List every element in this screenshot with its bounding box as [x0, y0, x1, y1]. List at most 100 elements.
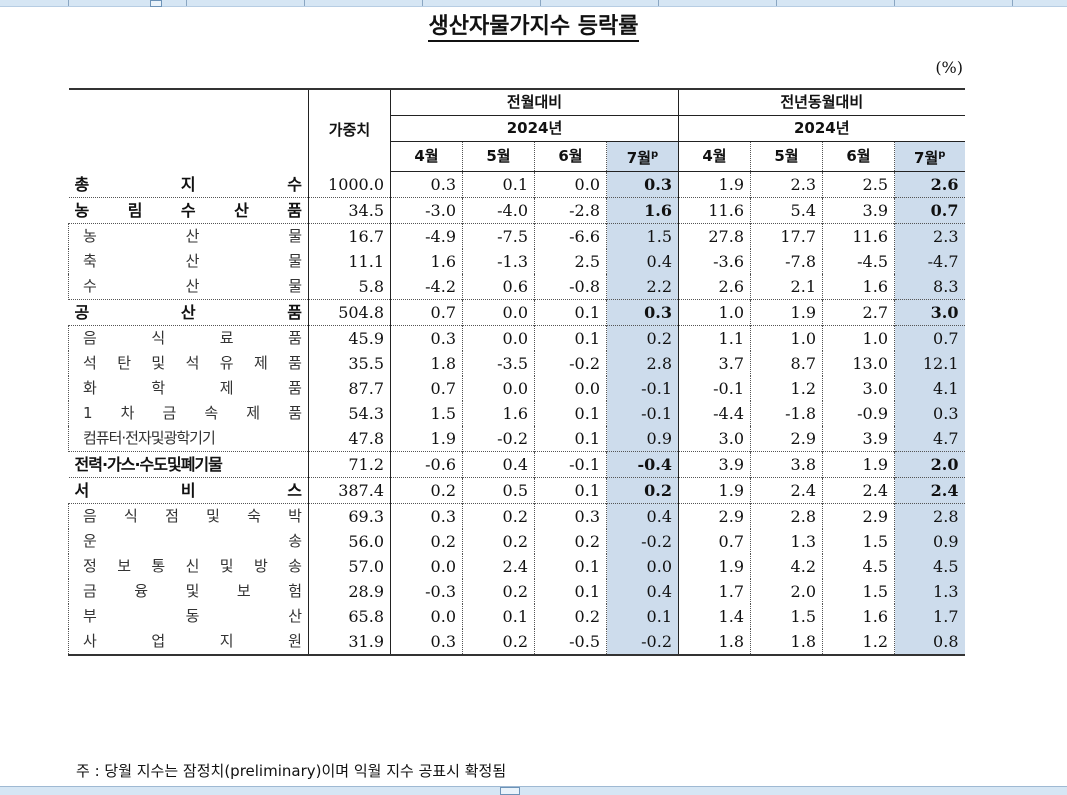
table-row: 음 식 점 및 숙 박 69.3 0.3 0.2 0.3 0.4 2.9 2.8 2.9 2.8: [68, 503, 965, 529]
weight-cell: 34.5: [308, 197, 391, 224]
header-blank: [68, 88, 309, 172]
row-label-char: 림: [127, 201, 143, 220]
yoy-cell-month-7: 0.7: [894, 325, 965, 351]
mom-cell-month-7: -0.1: [606, 401, 679, 426]
ppi-table: 가중치 전월대비 전년동월대비 2024년 2024년 4월 5월 6월 7월p 4월 5…: [68, 88, 965, 656]
yoy-cell-month-4: 3.9: [678, 451, 751, 478]
row-label-char: 보: [117, 557, 131, 575]
weight-cell: 35.5: [308, 351, 391, 376]
header-month-yoy-4: 4월: [678, 141, 751, 172]
month-label: 5월: [486, 147, 511, 165]
row-label-char: 산: [185, 252, 200, 270]
row-label-char: 제: [253, 354, 268, 372]
yoy-cell-month-5: 17.7: [750, 223, 823, 249]
row-label-char: 송: [288, 557, 302, 575]
yoy-cell-month-4: 2.9: [678, 503, 751, 529]
header-year-yoy: 2024년: [678, 115, 965, 142]
row-label-char: 스: [287, 481, 302, 500]
weight-cell: 16.7: [308, 223, 391, 249]
yoy-cell-month-6: -4.5: [822, 249, 895, 274]
table-row: 사 업 지 원 31.9 0.3 0.2 -0.5 -0.2 1.8 1.8 1.2 0.8: [68, 629, 965, 656]
ruler-tick: [422, 0, 423, 6]
yoy-cell-month-7: 2.6: [894, 171, 965, 198]
yoy-cell-month-4: 1.0: [678, 299, 751, 326]
row-label-char: 료: [219, 329, 234, 347]
mom-cell-month-7: 2.8: [606, 351, 679, 376]
yoy-cell-month-5: 2.8: [750, 503, 823, 529]
yoy-cell-month-6: 1.5: [822, 579, 895, 604]
mom-cell-month-6: 0.0: [534, 376, 607, 401]
yoy-cell-month-7: 0.7: [894, 197, 965, 224]
yoy-cell-month-5: 2.9: [750, 426, 823, 452]
row-label-char: 산: [185, 277, 200, 295]
row-label-char: 통: [151, 557, 166, 575]
row-label-char: 물: [288, 252, 302, 270]
row-label: 컴퓨터·전자및광학기기: [75, 426, 302, 451]
row-label-char: 품: [288, 379, 302, 397]
ruler-tick: [658, 0, 659, 6]
row-label-char: 수: [83, 277, 97, 295]
yoy-cell-month-6: 11.6: [822, 223, 895, 249]
yoy-cell-month-6: 2.9: [822, 503, 895, 529]
top-ruler: [0, 0, 1067, 7]
mom-cell-month-6: 0.2: [534, 604, 607, 629]
ruler-tick: [68, 0, 69, 6]
ruler-indent-marker[interactable]: [150, 0, 162, 7]
mom-cell-month-4: 0.7: [390, 299, 463, 326]
yoy-cell-month-7: 1.3: [894, 579, 965, 604]
mom-cell-month-6: -0.5: [534, 629, 607, 656]
mom-cell-month-7: 0.2: [606, 325, 679, 351]
row-label-char: 및: [206, 507, 220, 525]
weight-cell: 47.8: [308, 426, 391, 452]
table-row: 정 보 통 신 및 방 송 57.0 0.0 2.4 0.1 0.0 1.9 4.2 4.5 4.5: [68, 554, 965, 579]
yoy-cell-month-5: 3.8: [750, 451, 823, 478]
row-label-char: 수: [287, 174, 302, 194]
weight-cell: 504.8: [308, 299, 391, 326]
mom-cell-month-4: -0.6: [390, 451, 463, 478]
row-label-char: 석: [185, 354, 200, 372]
mom-cell-month-5: 0.2: [462, 529, 535, 554]
mom-cell-month-4: 0.3: [390, 629, 463, 656]
mom-cell-month-4: -4.9: [390, 223, 463, 249]
unit-label: (%): [935, 58, 963, 77]
mom-cell-month-5: 0.5: [462, 477, 535, 504]
weight-cell: 31.9: [308, 629, 391, 656]
mom-cell-month-6: 0.1: [534, 325, 607, 351]
yoy-cell-month-6: 1.6: [822, 604, 895, 629]
yoy-cell-month-7: 4.1: [894, 376, 965, 401]
yoy-cell-month-4: 1.8: [678, 629, 751, 656]
title-text: 생산자물가지수 등락률: [428, 14, 639, 42]
row-label-char: 산: [180, 303, 196, 322]
yoy-cell-month-4: 3.0: [678, 426, 751, 452]
table-row: 음 식 료 품 45.9 0.3 0.0 0.1 0.2 1.1 1.0 1.0 0.7: [68, 325, 965, 351]
mom-cell-month-7: 2.2: [606, 274, 679, 300]
row-label-char: 및: [219, 557, 234, 575]
header-weight: 가중치: [308, 88, 391, 172]
mom-cell-month-4: 0.3: [390, 503, 463, 529]
mom-cell-month-4: 0.0: [390, 604, 463, 629]
row-label-char: 산: [234, 201, 249, 220]
mom-cell-month-4: 1.5: [390, 401, 463, 426]
header-month-yoy-7: 7월p: [894, 141, 965, 172]
month-label: 7월: [626, 149, 652, 167]
mom-cell-month-7: -0.2: [606, 629, 679, 656]
preliminary-mark: p: [651, 149, 659, 160]
row-label-char: 총: [74, 174, 90, 194]
header-year-mom: 2024년: [390, 115, 679, 142]
mom-cell-month-7: -0.1: [606, 376, 679, 401]
yoy-cell-month-7: 0.9: [894, 529, 965, 554]
table-row: 컴퓨터·전자및광학기기 47.8 1.9 -0.2 0.1 0.9 3.0 2.9 3.9 4.7: [68, 426, 965, 452]
row-label-char: 융: [134, 582, 149, 600]
yoy-cell-month-5: -7.8: [750, 249, 823, 274]
footnote: 주 : 당월 지수는 잠정치(preliminary)이며 익월 지수 공표시 …: [76, 762, 507, 780]
mom-cell-month-7: 0.0: [606, 554, 679, 579]
yoy-cell-month-7: 4.7: [894, 426, 965, 452]
